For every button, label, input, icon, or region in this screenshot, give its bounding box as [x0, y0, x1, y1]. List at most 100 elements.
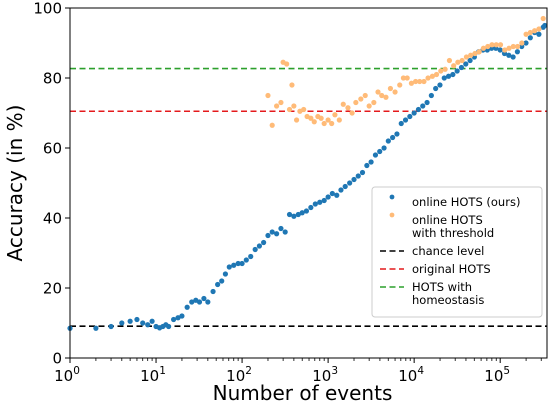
series-1-point-47 [446, 57, 453, 64]
series-0-point-30 [239, 260, 245, 267]
series-1-point-26 [358, 96, 364, 102]
series-0-point-63 [381, 145, 387, 151]
series-1-point-16 [318, 115, 324, 121]
series-1-point-59 [497, 42, 504, 48]
series-0-point-51 [329, 190, 335, 197]
series-0-point-37 [269, 229, 275, 235]
y-axis-ticks: 0 20 40 60 80 100 [33, 0, 70, 368]
series-1-point-55 [480, 45, 487, 51]
series-0-point-47 [312, 201, 318, 207]
series-0-point-25 [219, 278, 225, 284]
series-0-point-54 [342, 183, 348, 190]
series-1-point-25 [353, 99, 359, 106]
series-1-point-23 [345, 105, 351, 111]
series-0-point-59 [364, 162, 370, 169]
series-1-point-45 [438, 68, 444, 74]
series-0 [67, 22, 548, 331]
series-0-point-48 [317, 199, 323, 205]
series-1-point-19 [329, 120, 335, 127]
series-0-point-31 [243, 257, 249, 263]
series-0-point-57 [355, 173, 361, 179]
series-0-point-65 [390, 134, 396, 141]
series-1-point-29 [371, 99, 377, 106]
series-1-point-65 [523, 31, 529, 37]
series-1-point-69 [540, 15, 546, 22]
series-0-point-8 [149, 318, 155, 324]
series-1-point-51 [463, 54, 470, 60]
plot-frame [69, 7, 548, 359]
series-1-point-53 [472, 50, 478, 57]
series-1-point-22 [340, 101, 346, 107]
series-0-point-3 [119, 320, 125, 326]
legend-label-0: online HOTS (ours) [412, 195, 520, 209]
series-0-point-75 [433, 85, 439, 92]
series-1-point-56 [485, 43, 491, 50]
series-1-point-38 [408, 80, 415, 86]
series-0-point-96 [523, 40, 529, 46]
series-1-point-18 [325, 117, 331, 123]
series-0-point-68 [402, 117, 409, 123]
series-0-point-13 [166, 323, 172, 330]
series-1-point-8 [291, 103, 297, 109]
y-tick-label-3: 60 [43, 140, 62, 158]
series-0-point-27 [226, 264, 232, 270]
y-tick-label-4: 80 [43, 70, 62, 88]
series-0-point-20 [196, 299, 203, 305]
series-0-point-21 [201, 295, 207, 302]
series-0-point-15 [175, 315, 181, 321]
y-tick-label-1: 20 [43, 280, 62, 298]
x-tick-label-0: 100 [54, 365, 80, 385]
series-1-point-11 [301, 106, 307, 113]
series-0-point-77 [441, 75, 447, 81]
series-0-point-6 [140, 320, 146, 326]
series-0-point-64 [385, 138, 391, 144]
series-1-point-14 [311, 119, 317, 125]
series-1-point-48 [451, 63, 457, 69]
series-1-point-52 [468, 52, 474, 58]
series-0-point-40 [282, 229, 288, 235]
legend-marker-0 [389, 194, 395, 200]
series-1-point-68 [536, 26, 542, 32]
series-1-point-3 [278, 99, 284, 106]
series-0-point-46 [308, 204, 314, 211]
series-0-point-73 [424, 99, 430, 106]
series-0-point-39 [278, 225, 284, 232]
series-1-point-64 [519, 40, 525, 46]
series-0-point-45 [303, 208, 310, 214]
series-0-point-78 [445, 73, 452, 79]
series-1-point-21 [336, 117, 342, 123]
series-1-point-17 [321, 120, 327, 127]
series-1-point-35 [397, 82, 403, 88]
series-0-point-71 [415, 106, 422, 113]
series-1-point-30 [375, 89, 381, 95]
series-0-point-42 [291, 213, 297, 219]
series-0-point-1 [93, 325, 99, 331]
data-series [67, 15, 548, 331]
legend-box [371, 186, 543, 318]
series-0-point-33 [252, 246, 258, 253]
series-1 [265, 15, 546, 128]
series-0-point-56 [351, 176, 357, 183]
series-0-point-24 [215, 281, 221, 288]
series-1-point-57 [489, 42, 495, 48]
legend-marker-1 [389, 212, 395, 218]
x-tick-label-5: 105 [484, 365, 510, 385]
series-1-point-2 [274, 103, 280, 109]
series-1-point-43 [429, 73, 436, 79]
series-1-point-32 [383, 94, 389, 100]
series-0-point-101 [542, 22, 548, 29]
series-0-point-7 [145, 322, 151, 328]
legend-label-1: online HOTS with threshold [412, 213, 494, 240]
series-1-point-36 [400, 75, 407, 81]
series-0-point-17 [184, 304, 190, 310]
series-0-point-28 [231, 262, 237, 268]
series-0-point-67 [398, 120, 404, 127]
series-1-point-20 [332, 112, 338, 118]
series-1-point-27 [362, 92, 368, 99]
series-0-point-90 [497, 47, 503, 53]
series-0-point-79 [450, 71, 456, 78]
legend-label-2: chance level [412, 244, 484, 258]
series-1-point-42 [425, 75, 431, 81]
